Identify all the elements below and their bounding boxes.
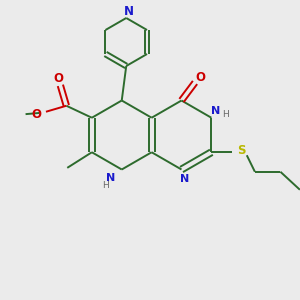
- Text: N: N: [180, 173, 189, 184]
- Text: N: N: [211, 106, 220, 116]
- Text: H: H: [102, 181, 109, 190]
- Text: N: N: [124, 5, 134, 18]
- Text: S: S: [237, 144, 246, 157]
- Text: O: O: [54, 72, 64, 85]
- Text: H: H: [222, 110, 229, 119]
- Text: O: O: [195, 71, 206, 84]
- Text: N: N: [106, 173, 115, 183]
- Text: O: O: [32, 108, 41, 121]
